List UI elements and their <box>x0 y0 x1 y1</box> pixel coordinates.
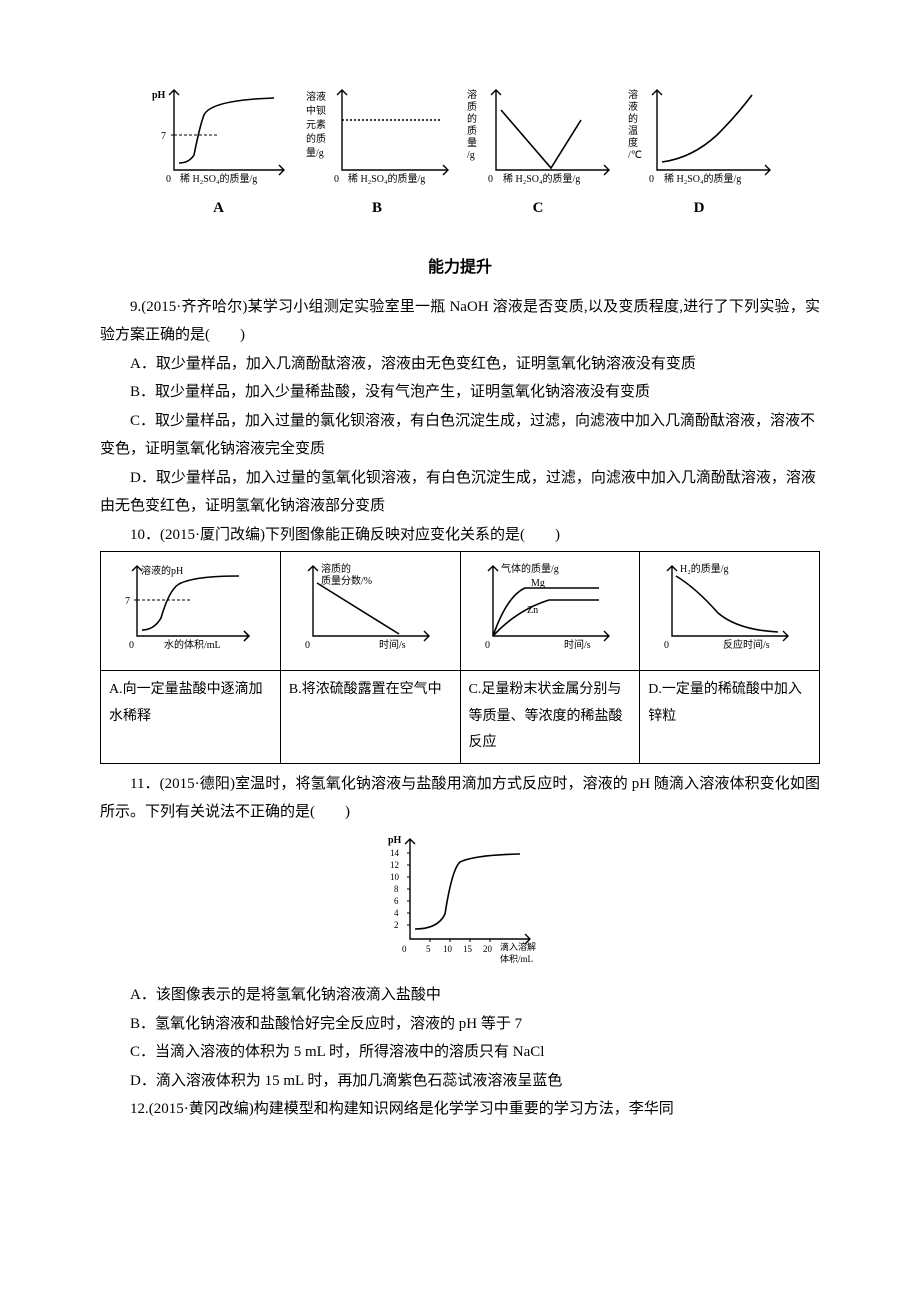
chartD-yl3: 温 <box>628 125 638 137</box>
q10-cellA-graph: 溶液的pH 7 0 水的体积/mL <box>101 552 281 671</box>
q11-A: A．该图像表示的是将氢氧化钠溶液滴入盐酸中 <box>100 981 820 1010</box>
chartC-yl5: /g <box>467 150 475 161</box>
q11-yt1: 4 <box>394 908 399 918</box>
q10-capC: C.足量粉末状金属分别与等质量、等浓度的稀盐酸反应 <box>460 670 640 763</box>
q10-table: 溶液的pH 7 0 水的体积/mL 溶质的 质量分数/% 0 时间/s 气体的质… <box>100 551 820 763</box>
q10D-o: 0 <box>664 640 669 651</box>
q10C-l1: Mg <box>531 578 545 589</box>
chartC-origin: 0 <box>488 174 493 185</box>
q8-charts: pH 7 0 稀 H₂SO₄的质量/g A 溶液 中钡 元素 的质 量/g 0 … <box>100 80 820 223</box>
chartB-yl3: 的质 <box>306 132 326 145</box>
q8-chartB: 溶液 中钡 元素 的质 量/g 0 稀 H₂SO₄的质量/g B <box>300 80 455 223</box>
chartA-label: A <box>144 194 294 223</box>
q10A-o: 0 <box>129 640 134 651</box>
q11-stem: 11．(2015·德阳)室温时，将氢氧化钠溶液与盐酸用滴加方式反应时，溶液的 p… <box>100 770 820 827</box>
chartD-yl0: 溶 <box>628 88 638 101</box>
q10-capA: A.向一定量盐酸中逐滴加水稀释 <box>101 670 281 763</box>
chartC-yl2: 的 <box>467 112 477 125</box>
chartC-label: C <box>461 194 616 223</box>
q9-D: D．取少量样品，加入过量的氢氧化钡溶液，有白色沉淀生成，过滤，向滤液中加入几滴酚… <box>100 464 820 521</box>
q10A-yt: 7 <box>125 596 130 607</box>
q9-B: B．取少量样品，加入少量稀盐酸，没有气泡产生，证明氢氧化钠溶液没有变质 <box>100 378 820 407</box>
chartB-svg: 溶液 中钡 元素 的质 量/g 0 稀 H₂SO₄的质量/g <box>300 80 455 190</box>
q10B-o: 0 <box>305 640 310 651</box>
q12-stem: 12.(2015·黄冈改编)构建模型和构建知识网络是化学学习中重要的学习方法，李… <box>100 1095 820 1124</box>
chartA-svg: pH 7 0 稀 H₂SO₄的质量/g <box>144 80 294 190</box>
q11-xt2: 15 <box>463 944 473 954</box>
q11-B: B．氢氧化钠溶液和盐酸恰好完全反应时，溶液的 pH 等于 7 <box>100 1010 820 1039</box>
q11-C: C．当滴入溶液的体积为 5 mL 时，所得溶液中的溶质只有 NaCl <box>100 1038 820 1067</box>
chartB-yl0: 溶液 <box>306 90 326 103</box>
q11-yt2: 6 <box>394 896 399 906</box>
q11-yt5: 12 <box>390 860 399 870</box>
q10A-yl: 溶液的pH <box>141 564 183 577</box>
q10D-xl: 反应时间/s <box>723 638 770 651</box>
q11-xt3: 20 <box>483 944 493 954</box>
chartB-yl1: 中钡 <box>306 104 326 117</box>
q11-yt6: 14 <box>390 848 400 858</box>
chartB-xlabel: 稀 H₂SO₄的质量/g <box>348 172 425 185</box>
chartD-yl4: 度 <box>628 136 638 149</box>
chartD-origin: 0 <box>649 174 654 185</box>
q10C-yl: 气体的质量/g <box>501 562 559 575</box>
q10-cellB-graph: 溶质的 质量分数/% 0 时间/s <box>280 552 460 671</box>
q11-yt3: 8 <box>394 884 399 894</box>
chartB-origin: 0 <box>334 174 339 185</box>
q9-stem: 9.(2015·齐齐哈尔)某学习小组测定实验室里一瓶 NaOH 溶液是否变质,以… <box>100 293 820 350</box>
q10-capD: D.一定量的稀硫酸中加入锌粒 <box>640 670 820 763</box>
chartA-origin: 0 <box>166 174 171 185</box>
chartC-yl1: 质 <box>467 101 477 113</box>
chartD-yl2: 的 <box>628 112 638 125</box>
chartD-yl5: /℃ <box>628 150 642 161</box>
q10D-yl: H₂的质量/g <box>680 562 729 575</box>
q10-capB: B.将浓硫酸露置在空气中 <box>280 670 460 763</box>
q11-xl1: 体积/mL <box>500 953 533 964</box>
q9-A: A．取少量样品，加入几滴酚酞溶液，溶液由无色变红色，证明氢氧化钠溶液没有变质 <box>100 350 820 379</box>
chartD-xlabel: 稀 H₂SO₄的质量/g <box>664 172 741 185</box>
q11-o: 0 <box>402 944 407 954</box>
q10A-xl: 水的体积/mL <box>164 638 221 651</box>
q8-chartC: 溶 质 的 质 量 /g 0 稀 H₂SO₄的质量/g C <box>461 80 616 223</box>
q10B-yl1: 质量分数/% <box>321 574 372 587</box>
chartC-xlabel: 稀 H₂SO₄的质量/g <box>503 172 580 185</box>
q10C-xl: 时间/s <box>564 638 591 651</box>
q10-cellD-graph: H₂的质量/g 0 反应时间/s <box>640 552 820 671</box>
q10B-yl0: 溶质的 <box>321 562 351 575</box>
q8-chartA: pH 7 0 稀 H₂SO₄的质量/g A <box>144 80 294 223</box>
q11-xt0: 5 <box>426 944 431 954</box>
q10C-o: 0 <box>485 640 490 651</box>
q11-D: D．滴入溶液体积为 15 mL 时，再加几滴紫色石蕊试液溶液呈蓝色 <box>100 1067 820 1096</box>
q11-xl0: 滴入溶解 <box>500 941 536 952</box>
section-title: 能力提升 <box>100 253 820 283</box>
chartD-svg: 溶 液 的 温 度 /℃ 0 稀 H₂SO₄的质量/g <box>622 80 777 190</box>
q8-chartD: 溶 液 的 温 度 /℃ 0 稀 H₂SO₄的质量/g D <box>622 80 777 223</box>
q9-C: C．取少量样品，加入过量的氯化钡溶液，有白色沉淀生成，过滤，向滤液中加入几滴酚酞… <box>100 407 820 464</box>
q11-graph: pH 2 4 6 8 10 12 14 5 10 15 20 0 滴入溶解 体积… <box>100 829 820 980</box>
chartC-svg: 溶 质 的 质 量 /g 0 稀 H₂SO₄的质量/g <box>461 80 616 190</box>
chartD-yl1: 液 <box>628 100 638 113</box>
chartC-yl4: 量 <box>467 137 477 149</box>
q10-stem: 10．(2015·厦门改编)下列图像能正确反映对应变化关系的是( ) <box>100 521 820 550</box>
chartC-yl3: 质 <box>467 125 477 137</box>
q11-xt1: 10 <box>443 944 453 954</box>
q10C-l2: Zn <box>527 605 538 616</box>
chartA-ytick: 7 <box>161 131 166 142</box>
chartD-label: D <box>622 194 777 223</box>
q10-cellC-graph: 气体的质量/g Mg Zn 0 时间/s <box>460 552 640 671</box>
chartA-xlabel: 稀 H₂SO₄的质量/g <box>180 172 257 185</box>
chartA-ylabel: pH <box>152 90 166 101</box>
chartB-yl4: 量/g <box>306 147 324 159</box>
q11-yt4: 10 <box>390 872 400 882</box>
chartB-label: B <box>300 194 455 223</box>
q11-yl: pH <box>388 835 402 846</box>
chartC-yl0: 溶 <box>467 88 477 101</box>
q11-yt0: 2 <box>394 920 399 930</box>
chartB-yl2: 元素 <box>306 118 326 131</box>
q10B-xl: 时间/s <box>379 638 406 651</box>
